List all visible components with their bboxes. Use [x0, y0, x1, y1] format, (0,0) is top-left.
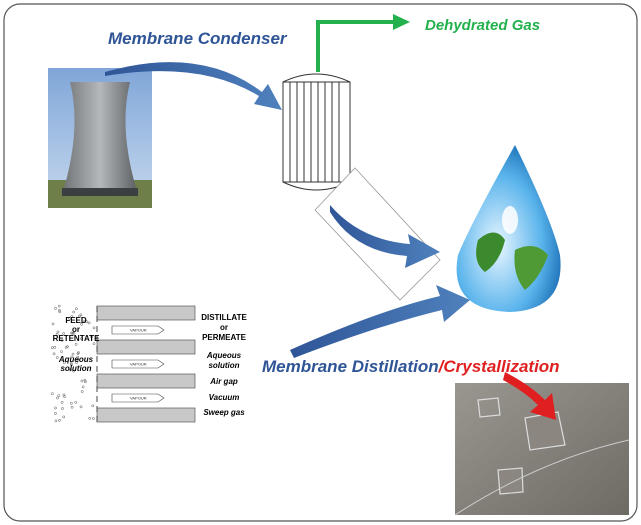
aqueous-label: solution	[60, 364, 91, 373]
feed-label: FEED	[65, 316, 87, 325]
solution-dot	[75, 307, 78, 311]
solution-dot	[88, 416, 92, 420]
solution-dot	[52, 352, 56, 356]
solution-dot	[54, 412, 57, 415]
solution-dot	[83, 378, 87, 382]
solution-dot	[68, 317, 72, 320]
solution-dot	[80, 390, 84, 393]
condenser-label: Membrane Condenser	[108, 29, 288, 48]
aqueous-label: Aqueous	[58, 355, 94, 364]
solution-dot	[78, 314, 81, 318]
solution-dot	[76, 359, 80, 362]
solution-dot	[77, 351, 80, 354]
solution-dot	[51, 322, 55, 326]
solution-dot	[53, 345, 57, 349]
solution-dot	[70, 363, 73, 367]
vapour-label: VAPOUR	[130, 396, 147, 401]
solution-dot	[71, 332, 75, 335]
side-label: Sweep gas	[203, 408, 245, 417]
solution-dot	[62, 332, 65, 335]
solution-dot	[79, 405, 83, 409]
flow-arrow	[290, 285, 470, 358]
solution-dot	[80, 337, 83, 340]
solution-dot	[55, 356, 59, 359]
solution-dot	[70, 405, 74, 409]
solution-dot	[50, 346, 54, 350]
solution-dot	[90, 335, 93, 339]
distillation-title: Membrane Distillation/Crystallization	[262, 357, 560, 376]
solution-dot	[69, 362, 73, 365]
solution-dot	[56, 330, 60, 334]
solution-dot	[57, 304, 61, 308]
solution-dot	[62, 393, 66, 397]
distillation-label: Membrane Distillation	[262, 357, 439, 376]
solution-dot	[71, 352, 75, 356]
solution-dot	[87, 321, 91, 325]
solution-dot	[91, 417, 95, 420]
solution-dot	[85, 320, 89, 324]
solution-dot	[57, 394, 61, 397]
water-drop-earth	[456, 145, 561, 312]
solution-dot	[58, 310, 62, 314]
solution-dot	[70, 315, 74, 318]
side-label: solution	[208, 361, 239, 370]
solution-dot	[54, 307, 57, 310]
solution-dot	[80, 322, 83, 326]
solution-dot	[51, 392, 54, 396]
solution-dot	[64, 346, 68, 349]
solution-dot	[56, 396, 59, 400]
solution-dot	[81, 385, 85, 389]
solution-dot	[55, 332, 59, 336]
solution-dot	[69, 368, 72, 372]
solution-dot	[69, 401, 73, 405]
solution-dot	[58, 418, 61, 422]
solution-dot	[72, 310, 76, 314]
solution-dot	[62, 415, 66, 419]
flow-arrow	[105, 62, 282, 110]
condenser-module	[282, 73, 351, 191]
solution-dot	[84, 380, 87, 384]
solution-dot	[60, 338, 64, 342]
side-label: PERMEATE	[202, 333, 247, 342]
solution-dot	[76, 355, 80, 359]
vapour-label: VAPOUR	[130, 362, 147, 367]
solution-dot	[61, 407, 64, 410]
solution-dot	[58, 308, 61, 312]
solution-dot	[80, 379, 84, 383]
side-label: or	[220, 323, 228, 332]
feed-label: or	[72, 325, 80, 334]
side-label: Air gap	[209, 377, 238, 386]
md-configuration-diagram: VAPOUR VAPOUR VAPOUR FEED or RETENTATE A…	[50, 304, 247, 423]
solution-dot	[92, 326, 96, 330]
gas-arrow	[316, 20, 395, 72]
solution-dot	[63, 395, 66, 398]
solution-dot	[92, 342, 96, 346]
cooling-tower-image	[48, 68, 152, 208]
solution-dot	[74, 342, 78, 346]
frame	[3, 3, 638, 522]
solution-dot	[91, 404, 95, 408]
solution-dot	[54, 419, 58, 423]
vapour-label: VAPOUR	[130, 328, 147, 333]
side-label: Vacuum	[209, 393, 240, 402]
solution-dot	[60, 400, 64, 404]
crystallization-label: /Crystallization	[438, 357, 560, 376]
solution-dot	[54, 406, 57, 410]
solution-dot	[60, 350, 63, 354]
solution-dot	[75, 361, 79, 364]
feed-label: RETENTATE	[53, 334, 100, 343]
red-arrow	[503, 372, 556, 420]
side-label: DISTILLATE	[201, 313, 247, 322]
gas-arrow-head	[393, 14, 410, 30]
membrane-sheet	[314, 167, 441, 301]
flow-arrow	[330, 205, 440, 268]
solution-dot	[72, 369, 75, 373]
solution-dot	[70, 355, 74, 359]
side-label: Aqueous	[206, 351, 242, 360]
solution-dot	[62, 361, 66, 364]
solution-dot	[74, 401, 77, 404]
dehydrated-label: Dehydrated Gas	[425, 17, 540, 34]
